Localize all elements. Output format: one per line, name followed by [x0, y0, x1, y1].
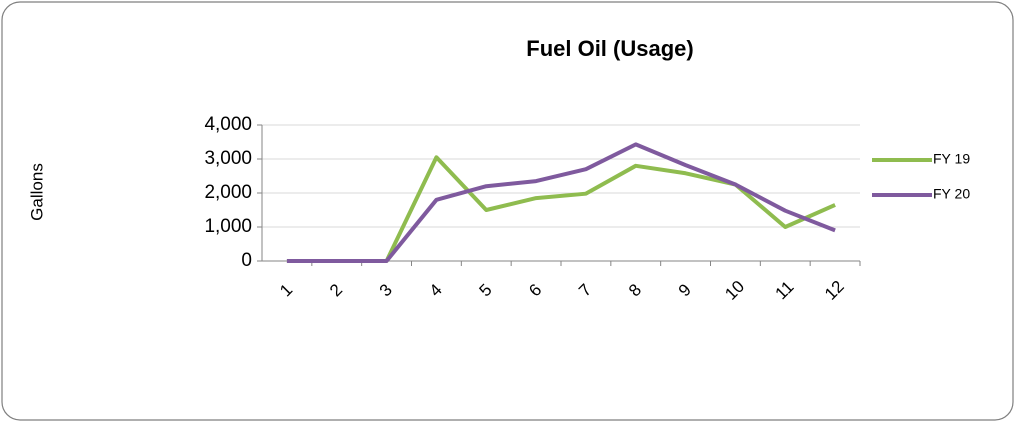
chart-title: Fuel Oil (Usage): [526, 36, 693, 61]
y-tick-label: 1,000: [204, 216, 252, 237]
series-line: [286, 142, 836, 263]
legend-label: FY 20: [933, 186, 970, 202]
y-tick-label: 0: [241, 250, 252, 271]
y-tick-label: 2,000: [204, 182, 252, 203]
y-tick-label: 3,000: [204, 148, 252, 169]
y-tick-label: 4,000: [204, 114, 252, 135]
y-axis-label: Gallons: [27, 163, 46, 221]
legend-label: FY 19: [933, 151, 970, 167]
